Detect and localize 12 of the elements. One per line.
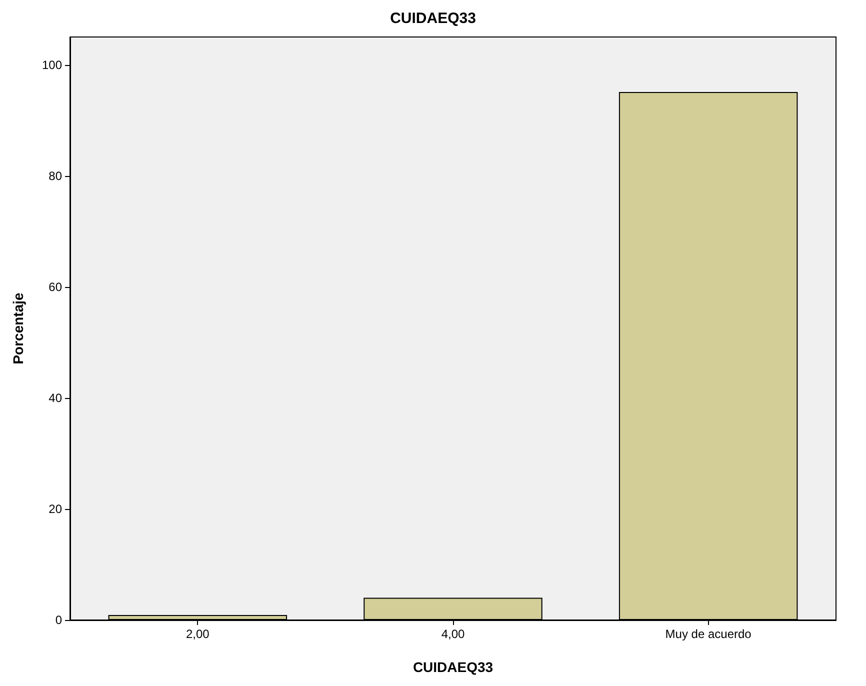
- y-tick-label: 80: [48, 168, 62, 183]
- x-tick-label: 4,00: [441, 627, 465, 641]
- y-tick-label: 60: [48, 280, 62, 294]
- y-axis-title: Porcentaje: [10, 292, 26, 364]
- x-tick-label: Muy de acuerdo: [665, 627, 752, 641]
- y-tick-label: 40: [48, 390, 62, 405]
- y-tick-label: 20: [48, 502, 62, 516]
- y-tick-label: 100: [42, 58, 62, 72]
- x-tick-label: 2,00: [186, 627, 210, 641]
- chart-title: CUIDAEQ33: [390, 10, 476, 27]
- y-tick-label: 0: [55, 613, 62, 627]
- x-axis-title: CUIDAEQ33: [412, 659, 494, 675]
